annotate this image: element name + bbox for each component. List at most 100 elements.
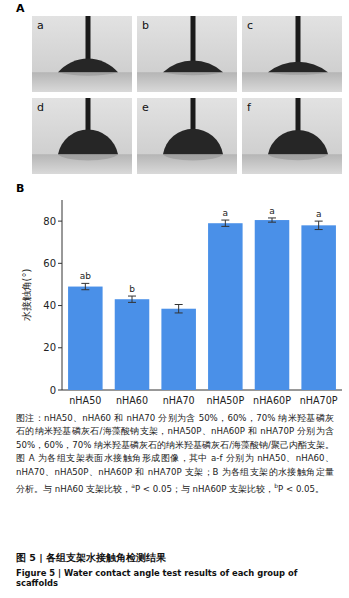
significance-label: a	[316, 209, 322, 219]
labels: abnHA50bnHA60nHA70anHA50PanHA60PanHA70P	[69, 206, 338, 406]
droplet-photo: d	[32, 98, 132, 174]
error-cap	[128, 296, 136, 297]
droplet-photo: e	[137, 98, 237, 174]
error-cap	[81, 283, 89, 284]
needle	[191, 98, 196, 130]
substrate	[32, 154, 132, 174]
significance-label: ab	[80, 271, 92, 281]
photo-bg	[32, 16, 132, 92]
figure: AabcdefB020406080水接触角(°)abnHA50bnHA60nHA…	[0, 0, 349, 598]
droplet	[268, 130, 328, 154]
error-cap	[221, 220, 229, 221]
droplet-photo: c	[242, 16, 342, 92]
substrate	[137, 72, 237, 92]
bar	[208, 223, 243, 390]
reflection	[163, 72, 223, 75]
x-tick-label: nHA70P	[300, 395, 338, 406]
y-tick	[58, 305, 62, 306]
error-line	[132, 296, 133, 302]
error-cap	[175, 304, 183, 305]
substrate	[137, 154, 237, 174]
error-cap	[268, 222, 276, 223]
error-bar	[175, 305, 183, 313]
axes: 020406080水接触角(°)	[21, 200, 342, 396]
bar	[68, 287, 103, 390]
bars	[68, 218, 336, 390]
error-cap	[315, 229, 323, 230]
droplet-photo: b	[137, 16, 237, 92]
photo-label: f	[247, 101, 252, 114]
droplet	[163, 60, 223, 72]
photo-bg	[242, 16, 342, 92]
droplet	[58, 59, 118, 73]
caption-text: b	[274, 482, 278, 489]
y-tick	[58, 263, 62, 264]
figure-title-en: Figure 5 | Water contact angle test resu…	[16, 568, 341, 588]
needle	[86, 16, 91, 60]
photo-label: d	[37, 101, 44, 114]
error-bar	[81, 283, 89, 289]
panel-label: A	[16, 2, 25, 15]
droplet	[268, 62, 328, 72]
droplet	[163, 129, 223, 154]
x-tick-label: nHA60	[116, 395, 148, 406]
droplet-photo: a	[32, 16, 132, 92]
bar	[301, 225, 336, 390]
error-line	[178, 305, 179, 313]
photo-bg	[32, 98, 132, 174]
photo-label: c	[247, 19, 253, 32]
y-tick-label: 0	[50, 385, 56, 396]
significance-label: b	[129, 284, 135, 294]
y-axis-title: 水接触角(°)	[21, 269, 32, 322]
y-tick-label: 40	[43, 300, 56, 311]
reflection	[268, 154, 328, 160]
photo-bg	[242, 98, 342, 174]
needle	[86, 98, 91, 131]
photo-label: a	[37, 19, 44, 32]
error-cap	[315, 221, 323, 222]
y-tick-label: 60	[43, 258, 56, 269]
photo-bg	[137, 98, 237, 174]
significance-label: a	[269, 206, 275, 216]
error-cap	[128, 302, 136, 303]
caption-text: P < 0.05。	[278, 484, 324, 494]
caption: 图注：nHA50、nHA60 和 nHA70 分别为含 50%，60%，70% …	[16, 412, 334, 496]
substrate	[242, 154, 342, 174]
substrate	[242, 72, 342, 92]
y-tick	[58, 390, 62, 391]
needle	[296, 98, 301, 131]
reflection	[58, 72, 118, 75]
photo-bg	[137, 16, 237, 92]
caption-text: 图注：nHA50、nHA60 和 nHA70 分别为含 50%，60%，70% …	[16, 413, 334, 494]
error-line	[225, 220, 226, 226]
error-line	[272, 218, 273, 222]
photo-label: e	[142, 101, 149, 114]
x-tick-label: nHA50P	[206, 395, 244, 406]
figure-title: 图 5 | 各组支架水接触角检测结果	[16, 552, 336, 565]
error-line	[85, 283, 86, 289]
bar	[115, 299, 150, 390]
droplet	[58, 130, 118, 155]
reflection	[268, 72, 328, 75]
substrate	[32, 72, 132, 92]
significance-label: a	[223, 208, 229, 218]
photo-label: b	[142, 19, 149, 32]
reflection	[58, 154, 118, 160]
y-axis	[62, 200, 63, 390]
error-bar	[315, 221, 323, 229]
error-bar	[221, 220, 229, 226]
error-cap	[81, 289, 89, 290]
caption-text: a	[131, 482, 135, 489]
error-line	[318, 221, 319, 229]
needle	[296, 16, 301, 63]
error-cap	[175, 312, 183, 313]
error-cap	[221, 226, 229, 227]
y-tick-label: 80	[43, 216, 56, 227]
caption-text: P < 0.05；与 nHA60P 支架比较，	[135, 484, 274, 494]
panel-label: B	[16, 182, 24, 195]
reflection	[163, 154, 223, 160]
error-bar	[268, 218, 276, 222]
bar	[255, 220, 290, 390]
y-tick	[58, 347, 62, 348]
droplet-photo: f	[242, 98, 342, 174]
